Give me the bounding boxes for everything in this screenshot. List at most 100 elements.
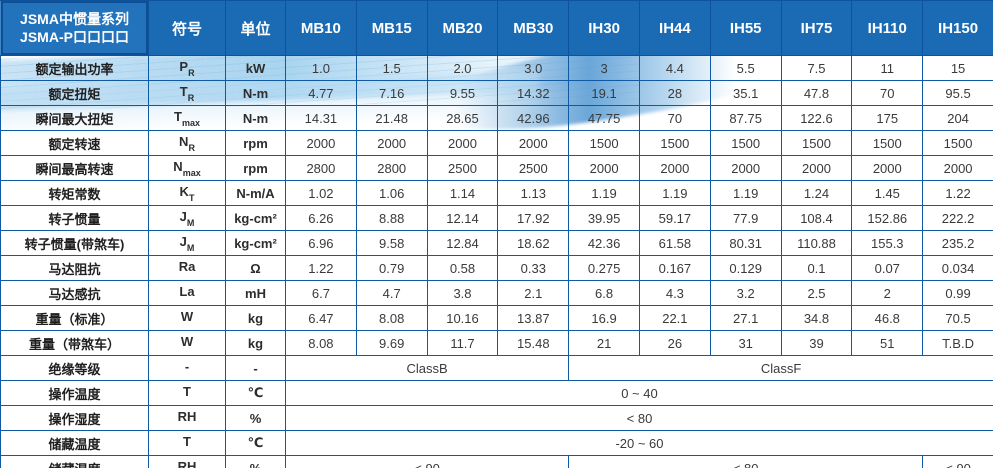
symbol-cell: RH (148, 405, 226, 431)
value-cell: 26 (638, 330, 711, 356)
value-cell: 47.8 (780, 80, 853, 106)
unit-cell: kg (225, 330, 286, 356)
table-row: 转子惯量(带煞车) JM kg-cm² 6.96 9.58 12.84 18.62 42.36… (0, 230, 993, 256)
value-cell: < 80 (568, 455, 924, 468)
unit-cell: % (225, 455, 286, 468)
model-column-header: MB10 (285, 0, 357, 56)
table-row: 储藏温度 T ℃ -20 ~ 60 (0, 430, 993, 456)
symbol-base: N (173, 159, 183, 175)
symbol-column-header: 符号 (148, 0, 226, 56)
value-cell: 70.5 (922, 305, 993, 331)
value-cell: 11.7 (426, 330, 499, 356)
symbol-base: RH (177, 459, 197, 468)
value-cell: 61.58 (638, 230, 711, 256)
value-cell: 16.9 (568, 305, 640, 331)
value-cell: 108.4 (780, 205, 853, 231)
symbol-subscript: M (186, 217, 195, 228)
value-cell: 3.0 (497, 55, 570, 81)
table-row: 转矩常数 KT N-m/A 1.02 1.06 1.14 1.13 1.19 1.19 1.19 1… (0, 180, 993, 206)
value-cell: 22.1 (638, 305, 711, 331)
table-row: 瞬间最大扭矩 Tmax N-m 14.31 21.48 28.65 42.96 47.75 70… (0, 105, 993, 131)
value-cell: 2000 (568, 155, 640, 181)
value-cell: 1.19 (638, 180, 711, 206)
value-cell: 11 (851, 55, 924, 81)
row-label: 重量（带煞车） (0, 330, 149, 356)
row-label: 马达感抗 (0, 280, 149, 306)
row-label: 瞬间最高转速 (0, 155, 149, 181)
value-cell: < 90 (284, 455, 570, 468)
value-cell: 0.79 (355, 255, 428, 281)
model-column-header: MB20 (426, 0, 499, 56)
symbol-base: T (183, 384, 191, 400)
symbol-base: T (179, 84, 188, 100)
value-cell: 0.129 (709, 255, 782, 281)
symbol-cell: Tmax (148, 105, 226, 131)
series-title-cell: JSMA中惯量系列 JSMA-P口口口口 (0, 0, 149, 56)
value-cell: ClassB (284, 355, 570, 381)
value-cell: 8.08 (285, 330, 357, 356)
symbol-base: J (179, 234, 187, 250)
value-cell: 1.19 (709, 180, 782, 206)
model-column-header: MB30 (497, 0, 570, 56)
symbol-base: Ra (178, 259, 196, 275)
row-label: 重量（标准） (0, 305, 149, 331)
value-cell: 3.8 (426, 280, 499, 306)
row-label: 转子惯量 (0, 205, 149, 231)
value-cell: 7.16 (355, 80, 428, 106)
model-column-header: IH30 (568, 0, 640, 56)
symbol-cell: T (148, 380, 226, 406)
value-cell: 6.8 (568, 280, 640, 306)
value-cell: 1500 (709, 130, 782, 156)
symbol-cell: KT (148, 180, 226, 206)
unit-cell: mH (225, 280, 286, 306)
value-cell: 6.26 (285, 205, 357, 231)
value-cell: 0.034 (922, 255, 993, 281)
value-cell: -20 ~ 60 (285, 430, 993, 456)
value-cell: 46.8 (851, 305, 924, 331)
header-row: JSMA中惯量系列 JSMA-P口口口口 符号 单位 MB10 MB15 MB20 M… (0, 0, 993, 56)
symbol-cell: PR (148, 55, 226, 81)
value-cell: 0.167 (638, 255, 711, 281)
row-label: 储藏温度 (0, 430, 149, 456)
value-cell: 4.7 (355, 280, 428, 306)
value-cell: 12.14 (426, 205, 499, 231)
value-cell: 21 (568, 330, 640, 356)
row-label: 转矩常数 (0, 180, 149, 206)
value-cell: 4.3 (638, 280, 711, 306)
value-cell: 5.5 (709, 55, 782, 81)
value-cell: T.B.D (922, 330, 993, 356)
unit-cell: N-m (225, 80, 286, 106)
value-cell: 1500 (780, 130, 853, 156)
table-row: 额定输出功率 PR kW 1.0 1.5 2.0 3.0 3 4.4 5.5 7.5 11 15 (0, 55, 993, 81)
value-cell: 110.88 (780, 230, 853, 256)
value-cell: 4.4 (638, 55, 711, 81)
value-cell: 1500 (638, 130, 711, 156)
value-cell: 4.77 (285, 80, 357, 106)
value-cell: 2000 (426, 130, 499, 156)
value-cell: 10.16 (426, 305, 499, 331)
symbol-cell: W (148, 305, 226, 331)
symbol-cell: JM (148, 230, 226, 256)
unit-cell: - (225, 355, 286, 381)
symbol-cell: JM (148, 205, 226, 231)
row-label: 额定扭矩 (0, 80, 149, 106)
value-cell: 175 (851, 105, 924, 131)
value-cell: 6.47 (285, 305, 357, 331)
value-cell: 51 (851, 330, 924, 356)
value-cell: 1500 (851, 130, 924, 156)
value-cell: 15 (922, 55, 993, 81)
unit-cell: N-m (225, 105, 286, 131)
symbol-base: - (184, 359, 190, 375)
symbol-base: T (183, 434, 191, 450)
table-row: 额定扭矩 TR N-m 4.77 7.16 9.55 14.32 19.1 28 35.1 47.8… (0, 80, 993, 106)
symbol-cell: - (148, 355, 226, 381)
unit-cell: kg-cm² (225, 230, 286, 256)
table-row: 操作温度 T ℃ 0 ~ 40 (0, 380, 993, 406)
value-cell: 1.0 (285, 55, 357, 81)
row-label: 马达阻抗 (0, 255, 149, 281)
unit-cell: N-m/A (225, 180, 286, 206)
symbol-subscript: max (182, 167, 201, 178)
unit-cell: Ω (225, 255, 286, 281)
